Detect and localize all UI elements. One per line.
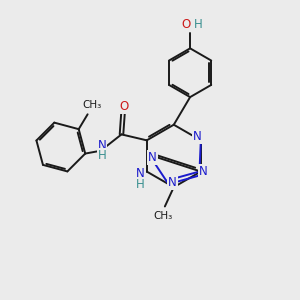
Text: CH₃: CH₃ <box>82 100 102 110</box>
Text: N: N <box>136 167 145 180</box>
Text: H: H <box>194 18 203 31</box>
Text: O: O <box>119 100 128 113</box>
Text: H: H <box>136 178 145 190</box>
Text: H: H <box>98 149 106 162</box>
Text: N: N <box>168 176 177 189</box>
Text: N: N <box>98 139 106 152</box>
Text: N: N <box>148 151 157 164</box>
Text: O: O <box>181 18 190 31</box>
Text: N: N <box>199 165 207 178</box>
Text: CH₃: CH₃ <box>154 211 173 221</box>
Text: N: N <box>193 130 202 143</box>
